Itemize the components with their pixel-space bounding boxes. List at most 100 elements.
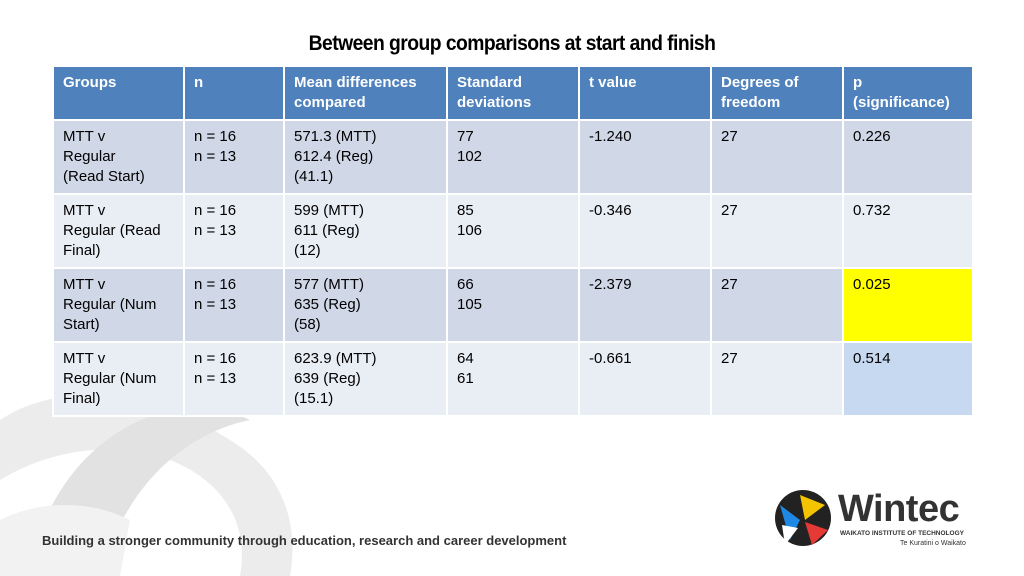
table-cell: 0.226 — [842, 119, 974, 195]
cell-line: MTT v — [63, 276, 106, 293]
cell-line: Mean differences — [294, 74, 417, 91]
cell-line: n = 13 — [194, 148, 237, 165]
cell-line: (58) — [294, 316, 321, 333]
cell-line: 27 — [721, 276, 738, 293]
table-cell: n = 16 n = 13 — [183, 119, 285, 195]
header-cell: p (significance) — [842, 65, 974, 121]
footer-text: Building a stronger community through ed… — [42, 533, 567, 548]
table-row: MTT v Regular (Read Start) n = 16 n = 13 571.… — [52, 119, 974, 195]
cell-line: (significance) — [853, 94, 950, 111]
cell-line: -0.346 — [589, 202, 632, 219]
cell-line: compared — [294, 94, 366, 111]
table-cell: 27 — [710, 119, 844, 195]
table-cell: 0.732 — [842, 193, 974, 269]
slide-title: Between group comparisons at start and f… — [308, 32, 716, 55]
table-cell: 85 106 — [446, 193, 580, 269]
table-cell: 27 — [710, 341, 844, 417]
cell-line: 623.9 (MTT) — [294, 350, 377, 367]
cell-line: -0.661 — [589, 350, 632, 367]
table-row: MTT v Regular (Num Final) n = 16 n = 13 623.9… — [52, 341, 974, 417]
cell-line: Degrees of — [721, 74, 799, 91]
logo-mark — [775, 490, 831, 546]
table-cell: MTT v Regular (Read Final) — [52, 193, 185, 269]
logo-tagline: Te Kuratini o Waikato — [900, 540, 966, 547]
cell-line: Regular — [63, 148, 116, 165]
cell-line: (Read Start) — [63, 168, 145, 185]
cell-line: t value — [589, 74, 637, 91]
cell-line: (41.1) — [294, 168, 334, 185]
cell-line: 0.025 — [853, 276, 891, 293]
table-cell: 66 105 — [446, 267, 580, 343]
cell-line: deviations — [457, 94, 532, 111]
table-cell: 0.025 — [842, 267, 974, 343]
cell-line: (15.1) — [294, 390, 334, 407]
header-cell: Groups — [52, 65, 185, 121]
cell-line: 639 (Reg) — [294, 370, 361, 387]
cell-line: 612.4 (Reg) — [294, 148, 374, 165]
cell-line: Regular (Num — [63, 296, 157, 313]
cell-line: 105 — [457, 296, 483, 313]
cell-line: 571.3 (MTT) — [294, 128, 377, 145]
table-cell: MTT v Regular (Read Start) — [52, 119, 185, 195]
cell-line: 102 — [457, 148, 483, 165]
cell-line: n = 16 — [194, 202, 237, 219]
table-cell: -2.379 — [578, 267, 712, 343]
cell-line: Final) — [63, 242, 101, 259]
table-cell: 623.9 (MTT) 639 (Reg) (15.1) — [283, 341, 448, 417]
header-cell: t value — [578, 65, 712, 121]
table-cell: 0.514 — [842, 341, 974, 417]
table-cell: n = 16 n = 13 — [183, 193, 285, 269]
table-row: MTT v Regular (Read Final) n = 16 n = 13 599 … — [52, 193, 974, 269]
cell-line: n = 13 — [194, 222, 237, 239]
cell-line: n = 16 — [194, 276, 237, 293]
table-cell: 77 102 — [446, 119, 580, 195]
cell-line: 0.514 — [853, 350, 891, 367]
cell-line: 27 — [721, 202, 738, 219]
cell-line: 77 — [457, 128, 474, 145]
cell-line: Regular (Num — [63, 370, 157, 387]
table-cell: 27 — [710, 193, 844, 269]
comparison-table: Groups n Mean differences compared Standard d… — [52, 65, 974, 417]
table-cell: 577 (MTT) 635 (Reg) (58) — [283, 267, 448, 343]
cell-line: n — [194, 74, 204, 91]
cell-line: -2.379 — [589, 276, 632, 293]
table-cell: 571.3 (MTT) 612.4 (Reg) (41.1) — [283, 119, 448, 195]
cell-line: n = 13 — [194, 296, 237, 313]
cell-line: 611 (Reg) — [294, 222, 360, 239]
table-row: MTT v Regular (Num Start) n = 16 n = 13 577 (… — [52, 267, 974, 343]
table-cell: 599 (MTT) 611 (Reg) (12) — [283, 193, 448, 269]
cell-line: 599 (MTT) — [294, 202, 365, 219]
cell-line: p — [853, 74, 863, 91]
header-cell: n — [183, 65, 285, 121]
table-cell: -0.661 — [578, 341, 712, 417]
table-cell: 64 61 — [446, 341, 580, 417]
cell-line: 577 (MTT) — [294, 276, 365, 293]
table-cell: 27 — [710, 267, 844, 343]
cell-line: 27 — [721, 128, 738, 145]
table-cell: n = 16 n = 13 — [183, 341, 285, 417]
cell-line: 0.732 — [853, 202, 891, 219]
cell-line: 64 — [457, 350, 474, 367]
cell-line: n = 16 — [194, 128, 237, 145]
header-cell: Mean differences compared — [283, 65, 448, 121]
cell-line: Groups — [63, 74, 117, 91]
cell-line: (12) — [294, 242, 321, 259]
cell-line: 106 — [457, 222, 483, 239]
cell-line: -1.240 — [589, 128, 632, 145]
logo-name: Wintec — [838, 488, 960, 530]
cell-line: 27 — [721, 350, 738, 367]
cell-line: Final) — [63, 390, 101, 407]
cell-line: n = 16 — [194, 350, 237, 367]
table-cell: -0.346 — [578, 193, 712, 269]
header-row: Groups n Mean differences compared Standard d… — [52, 65, 974, 121]
cell-line: 0.226 — [853, 128, 891, 145]
table-cell: n = 16 n = 13 — [183, 267, 285, 343]
cell-line: Standard — [457, 74, 523, 91]
header-cell: Standard deviations — [446, 65, 580, 121]
logo-institute: WAIKATO INSTITUTE OF TECHNOLOGY — [840, 530, 964, 537]
cell-line: 61 — [457, 370, 474, 387]
cell-line: MTT v — [63, 202, 106, 219]
cell-line: 635 (Reg) — [294, 296, 361, 313]
